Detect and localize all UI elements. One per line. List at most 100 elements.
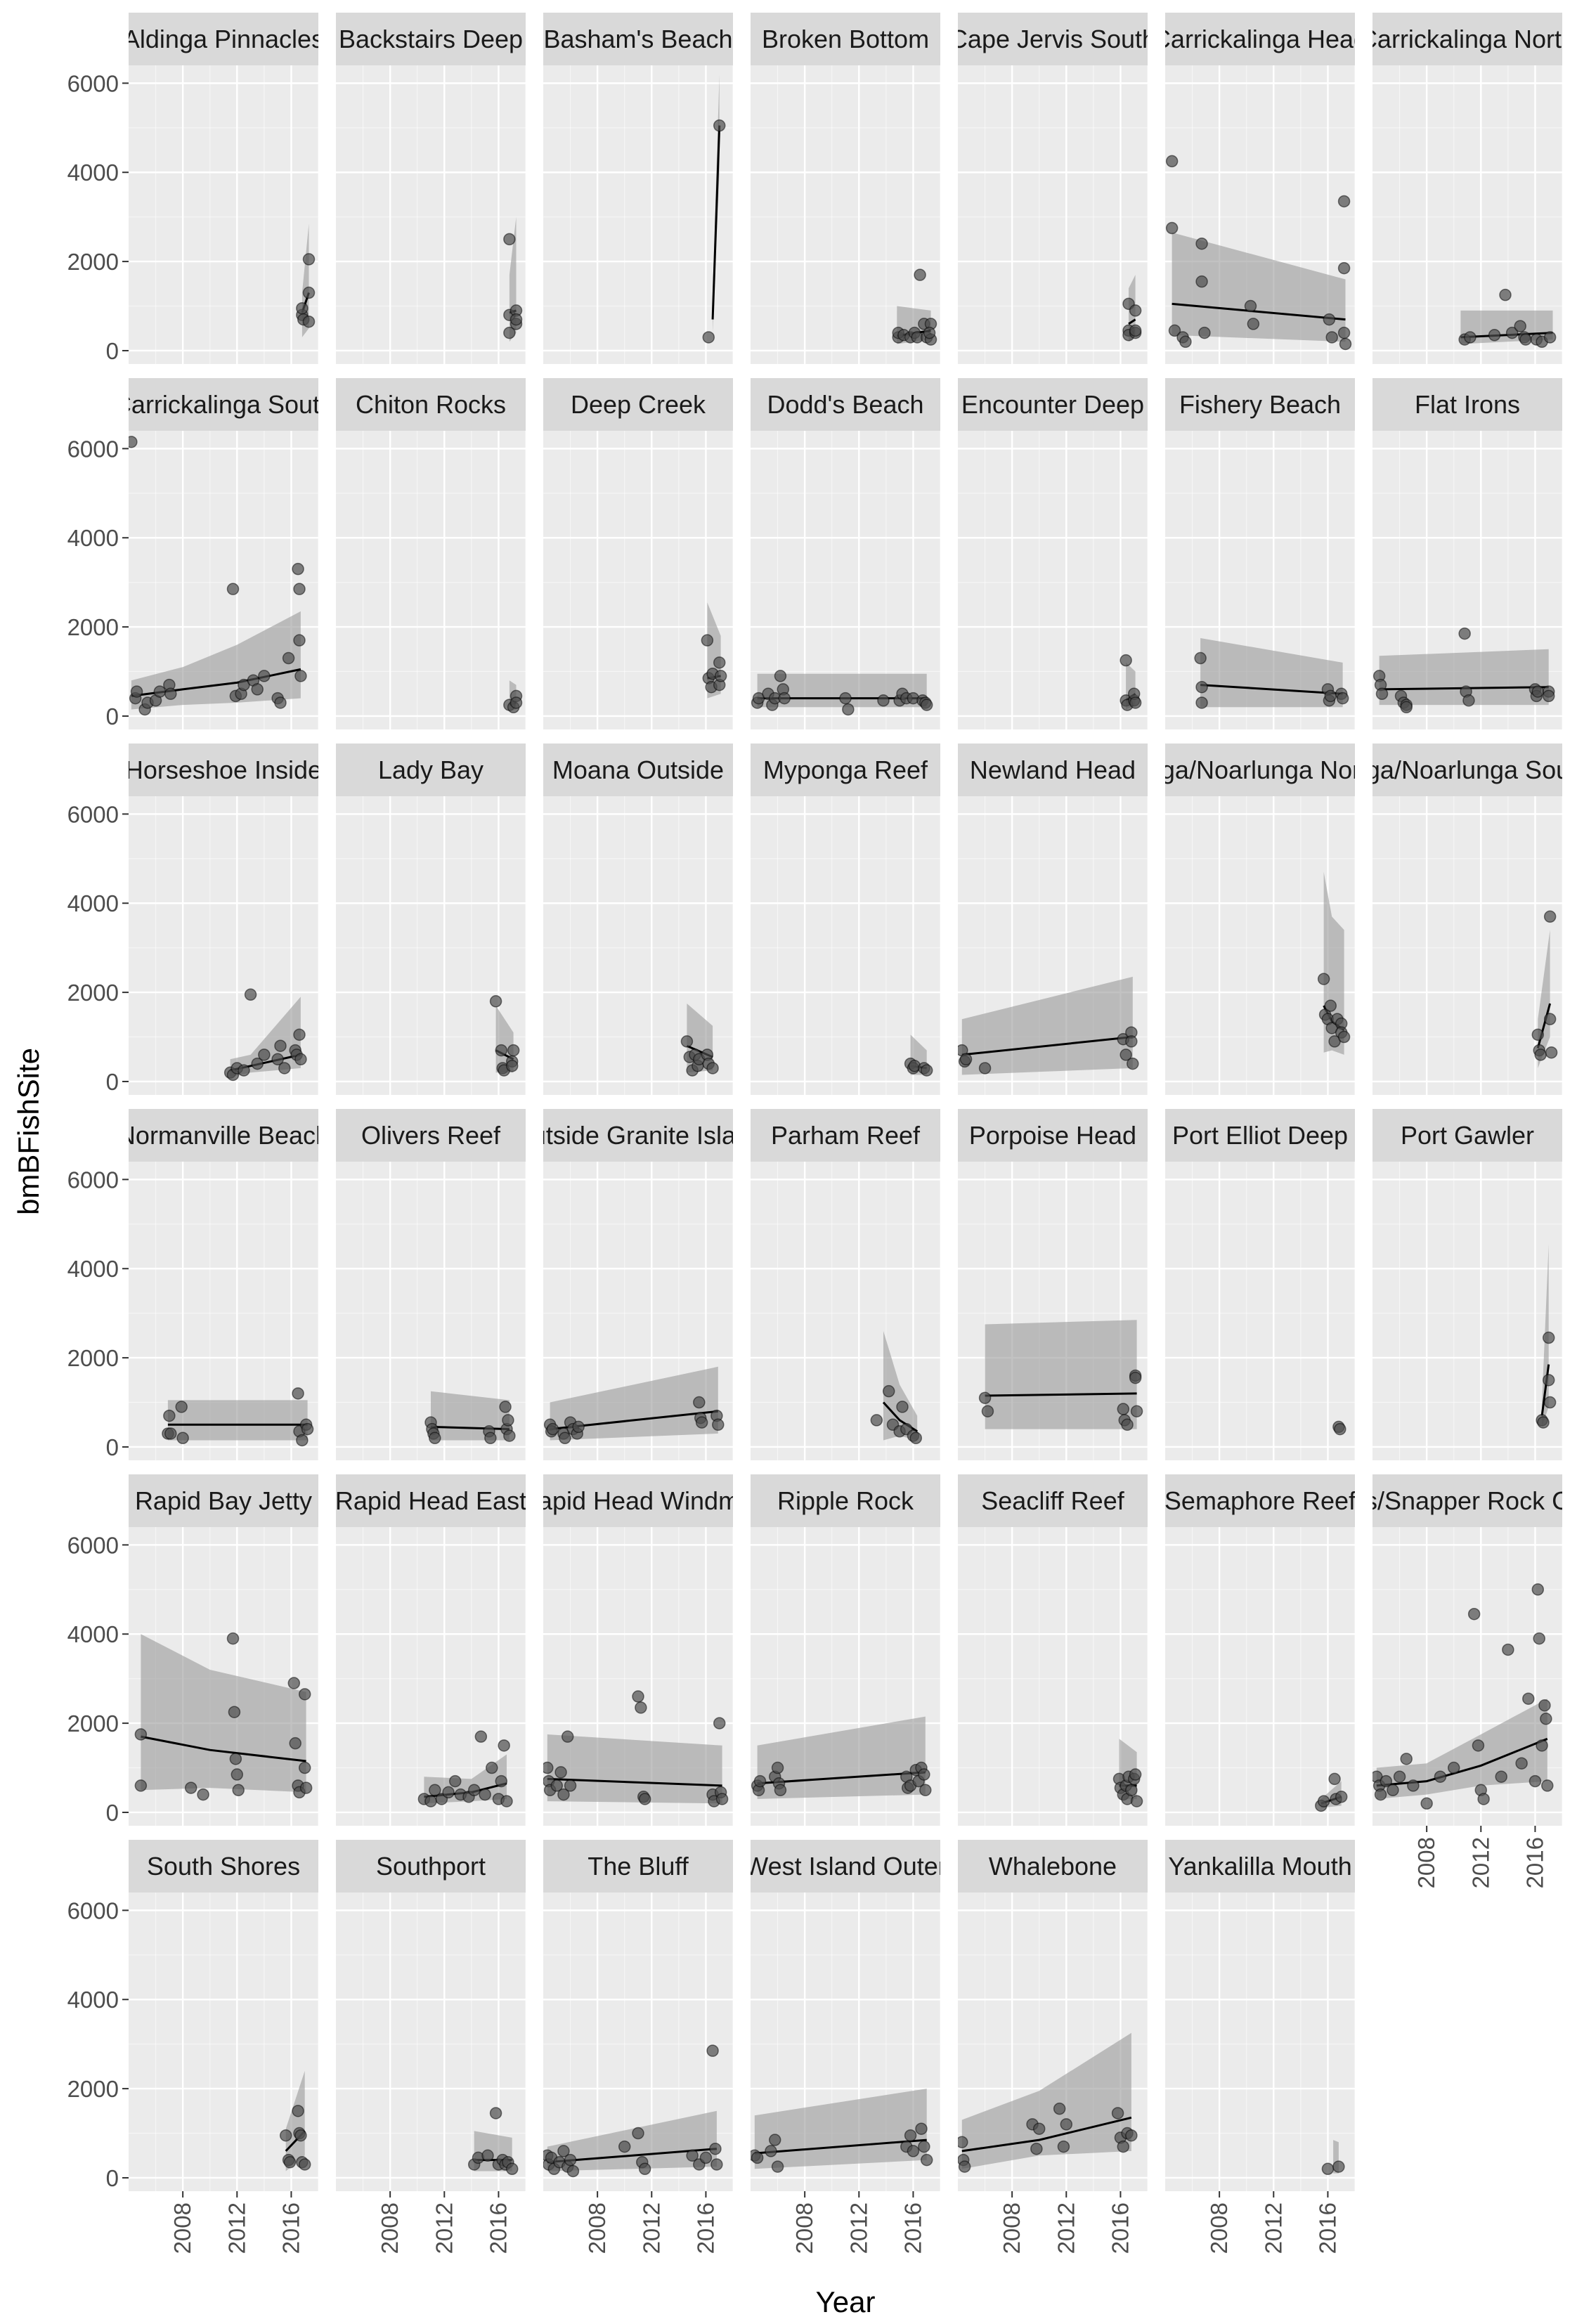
facet-panel: Ripple Rock [751,1474,941,1826]
data-point [566,2164,580,2178]
data-point [1380,1774,1393,1788]
facet-panel: Cape Jervis South [958,13,1148,364]
data-point [1195,237,1208,250]
data-point [429,1432,441,1445]
facet-panel: Southport [336,1840,526,2191]
confidence-ribbon [757,1716,926,1799]
data-point [499,1401,512,1413]
data-point [958,2136,968,2148]
facet-data [1317,871,1351,1055]
facet-background [1372,1162,1562,1460]
data-point [710,2158,723,2171]
data-point [557,2145,570,2157]
data-point [713,119,726,132]
facet-strip [129,13,318,65]
facet-strip [1165,1474,1355,1527]
facet-panel: Aldinga Pinnacles [129,13,319,364]
facet-title: Onkaparinga/Noarlunga North Outside [1044,755,1476,784]
data-point [1060,2118,1073,2131]
facet-data [417,1730,513,1807]
data-point [1447,1761,1460,1774]
data-point [1117,1403,1130,1415]
data-point [1030,2142,1043,2155]
data-point [1339,337,1352,351]
data-point [1462,694,1475,707]
data-point [1057,2140,1070,2153]
facet-panel: The Bluff [543,1840,734,2191]
facet-data [134,1632,313,1801]
data-point [1467,1607,1481,1621]
data-point [274,1039,287,1052]
facet-strip [958,13,1148,65]
y-axes: 0 2000 4000 6000 0 2000 4000 6000 0 2000 4000 6000 0… [67,70,129,2191]
data-point [1129,324,1142,337]
data-point [1120,1049,1132,1061]
data-point [1407,1779,1420,1792]
data-point [287,1677,301,1689]
data-point [1499,288,1512,301]
x-tick-label: 2016 [900,2202,926,2254]
data-point [231,1768,244,1781]
data-point [1375,687,1389,701]
facet-panel: South Shores [129,1840,319,2191]
fit-line [430,1425,510,1431]
x-tick-label: 2008 [999,2202,1025,2254]
x-tick-label: 2016 [1107,2202,1133,2254]
data-point [765,2145,777,2157]
facet-strip [751,378,940,431]
confidence-ribbon [141,1634,306,1793]
data-point [282,651,295,665]
data-point [244,988,257,1001]
data-point [1324,689,1337,703]
x-tick-label: 2008 [584,2202,610,2254]
facet-strip [336,1474,526,1527]
data-point [1541,1779,1554,1792]
data-point [695,1416,708,1429]
data-point [1317,973,1330,985]
data-point [919,1784,932,1797]
x-tick-label: 2012 [845,2202,871,2254]
facet-strip [336,1109,526,1162]
data-point [489,995,502,1008]
facet-title: Porpoise Head [969,1121,1136,1150]
data-point [920,699,933,711]
data-point [1531,1028,1545,1041]
data-point [713,1717,726,1729]
facet-data [1165,155,1352,351]
data-point [1536,1739,1548,1752]
data-point [1537,1416,1550,1429]
x-tick-label: 2016 [692,2202,718,2254]
y-tick-label: 2000 [67,2076,119,2102]
x-tick-label: 2008 [791,2202,817,2254]
facet-background [751,796,940,1095]
data-point [1522,1692,1535,1705]
data-point [279,2129,292,2142]
y-tick-label: 6000 [67,436,119,462]
facet-title: Ripple Rock [777,1486,914,1515]
data-point [1165,155,1179,168]
data-point [768,2134,781,2146]
x-axis-title: Year [816,2285,876,2318]
data-point [226,1632,240,1645]
data-point [175,1401,188,1413]
data-point [712,1418,725,1432]
y-tick-label: 2000 [67,614,119,640]
facet-title: Onkaparinga/Noarlunga South Outside [1250,755,1577,784]
data-point [429,1784,441,1797]
data-point [1514,320,1526,332]
x-tick-label: 2016 [278,2202,304,2254]
facet-title: Rapid Head East [335,1486,526,1515]
facet-panel: Onkaparinga/Noarlunga North Outside [1044,744,1476,1095]
facet-panel: West Island Outer [751,1840,941,2191]
facet-title: Dodd's Beach [767,390,923,419]
facet-panel: Semaphore Reef [1165,1474,1356,1826]
data-point [1179,335,1192,349]
facet-data [702,74,726,344]
facet-title: Carrickalinga North [1359,25,1576,53]
y-tick-label: 4000 [67,1256,119,1282]
facet-panel: Port Gawler [1372,1109,1563,1460]
fit-line [961,1036,1133,1056]
data-point [1325,331,1338,344]
data-point [1334,1422,1346,1436]
data-point [978,1391,992,1404]
